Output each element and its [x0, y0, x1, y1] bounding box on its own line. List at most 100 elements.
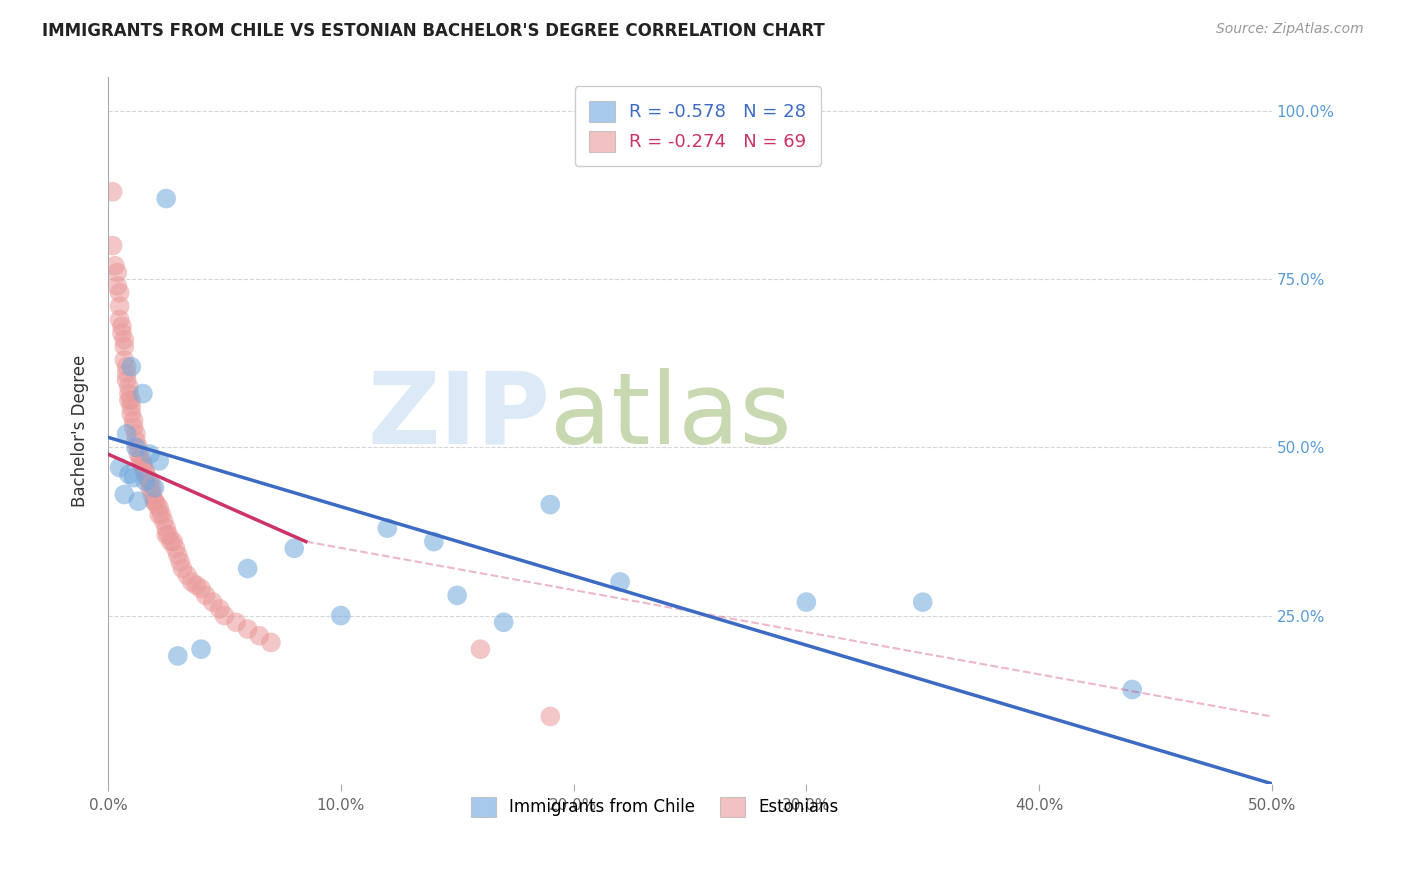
Point: [446, 588, 468, 602]
Point: [236, 561, 259, 575]
Point: [108, 299, 131, 313]
Point: [150, 508, 173, 522]
Point: [165, 541, 187, 556]
Legend: Immigrants from Chile, Estonians: Immigrants from Chile, Estonians: [463, 789, 848, 825]
Point: [136, 471, 159, 485]
Y-axis label: Bachelor's Degree: Bachelor's Degree: [72, 354, 89, 507]
Point: [794, 595, 817, 609]
Point: [118, 393, 141, 408]
Point: [329, 608, 352, 623]
Point: [127, 494, 149, 508]
Point: [139, 447, 162, 461]
Point: [143, 481, 166, 495]
Point: [129, 454, 152, 468]
Point: [166, 648, 188, 663]
Point: [127, 447, 149, 461]
Point: [470, 642, 492, 657]
Point: [186, 578, 208, 592]
Point: [157, 528, 180, 542]
Point: [160, 534, 183, 549]
Point: [260, 635, 283, 649]
Text: Source: ZipAtlas.com: Source: ZipAtlas.com: [1216, 22, 1364, 37]
Point: [148, 508, 170, 522]
Point: [492, 615, 515, 630]
Point: [105, 279, 128, 293]
Point: [146, 498, 169, 512]
Point: [162, 534, 184, 549]
Point: [112, 339, 135, 353]
Point: [115, 373, 138, 387]
Text: ZIP: ZIP: [367, 368, 550, 465]
Point: [111, 326, 134, 340]
Point: [127, 441, 149, 455]
Point: [143, 494, 166, 508]
Point: [115, 359, 138, 374]
Point: [115, 367, 138, 381]
Point: [141, 487, 163, 501]
Point: [538, 709, 561, 723]
Point: [283, 541, 305, 556]
Point: [208, 602, 231, 616]
Point: [153, 515, 176, 529]
Point: [115, 426, 138, 441]
Point: [132, 457, 155, 471]
Point: [148, 454, 170, 468]
Point: [911, 595, 934, 609]
Point: [139, 474, 162, 488]
Point: [423, 534, 446, 549]
Point: [129, 450, 152, 465]
Point: [120, 393, 142, 408]
Point: [247, 629, 270, 643]
Point: [139, 481, 162, 495]
Point: [125, 441, 148, 455]
Point: [112, 353, 135, 368]
Point: [118, 386, 141, 401]
Point: [143, 494, 166, 508]
Point: [122, 471, 145, 485]
Point: [122, 420, 145, 434]
Point: [134, 474, 156, 488]
Text: atlas: atlas: [550, 368, 792, 465]
Point: [141, 481, 163, 495]
Point: [609, 574, 631, 589]
Point: [190, 582, 212, 596]
Point: [108, 285, 131, 300]
Point: [101, 238, 124, 252]
Point: [125, 426, 148, 441]
Point: [155, 192, 177, 206]
Point: [148, 500, 170, 515]
Point: [122, 413, 145, 427]
Point: [214, 608, 236, 623]
Point: [172, 561, 194, 575]
Point: [132, 460, 155, 475]
Point: [375, 521, 398, 535]
Point: [134, 467, 156, 482]
Point: [155, 528, 177, 542]
Point: [134, 464, 156, 478]
Point: [538, 498, 561, 512]
Point: [112, 333, 135, 347]
Point: [111, 319, 134, 334]
Point: [190, 642, 212, 657]
Point: [166, 548, 188, 562]
Point: [194, 588, 217, 602]
Point: [201, 595, 224, 609]
Point: [236, 622, 259, 636]
Point: [112, 487, 135, 501]
Point: [101, 185, 124, 199]
Point: [132, 386, 155, 401]
Point: [120, 359, 142, 374]
Point: [108, 312, 131, 326]
Text: IMMIGRANTS FROM CHILE VS ESTONIAN BACHELOR'S DEGREE CORRELATION CHART: IMMIGRANTS FROM CHILE VS ESTONIAN BACHEL…: [42, 22, 825, 40]
Point: [176, 568, 198, 582]
Point: [118, 467, 141, 482]
Point: [125, 434, 148, 448]
Point: [169, 555, 191, 569]
Point: [105, 266, 128, 280]
Point: [120, 400, 142, 414]
Point: [104, 259, 127, 273]
Point: [1121, 682, 1143, 697]
Point: [108, 460, 131, 475]
Point: [180, 574, 202, 589]
Point: [120, 407, 142, 421]
